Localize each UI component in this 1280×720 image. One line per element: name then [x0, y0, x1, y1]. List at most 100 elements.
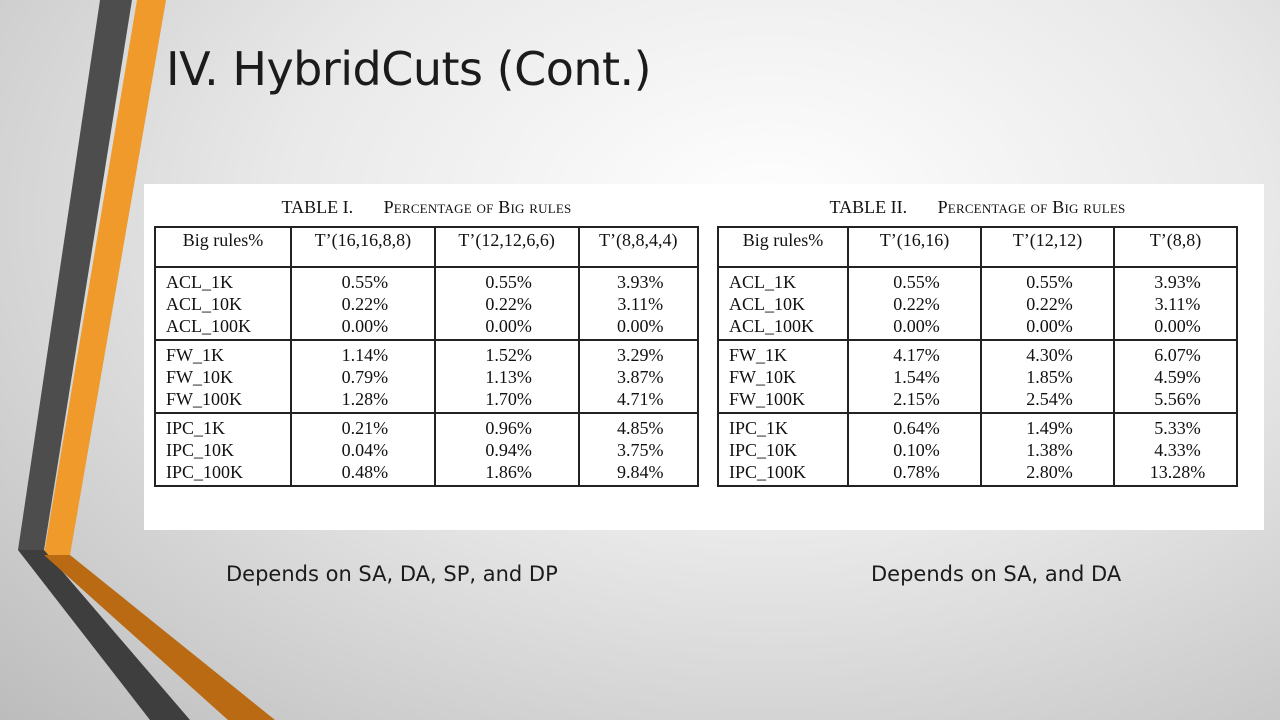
row-label: ACL_10K — [166, 294, 242, 314]
row-label: IPC_1K — [729, 418, 789, 438]
table-row-ipc: IPC_1K IPC_10K IPC_100K 0.64% 0.10% 0.78… — [717, 412, 1238, 487]
table-2-caption: TABLE II. Percentage of Big rules — [717, 192, 1238, 226]
tables-panel: TABLE I. Percentage of Big rules Big rul… — [144, 184, 1264, 530]
table-2-grid: Big rules% T’(16,16) T’(12,12) T’(8,8) A… — [717, 226, 1238, 487]
dark-orange-lower-stripe — [44, 555, 275, 720]
cell-value: 0.00% — [1026, 316, 1073, 336]
cell-value: 0.10% — [893, 440, 940, 460]
table-1-caption-text: Percentage of Big rules — [383, 197, 572, 217]
row-label: IPC_10K — [729, 440, 798, 460]
table-row-acl: ACL_1K ACL_10K ACL_100K 0.55% 0.22% 0.00… — [717, 266, 1238, 341]
cell-value: 0.48% — [341, 462, 389, 482]
column-header: T’(12,12,6,6) — [433, 226, 580, 268]
cell-value: 0.96% — [485, 418, 532, 438]
value-cell: 0.64% 0.10% 0.78% — [847, 412, 982, 487]
cell-value: 4.30% — [1026, 345, 1073, 365]
table-row-ipc: IPC_1K IPC_10K IPC_100K 0.21% 0.04% 0.48… — [154, 412, 700, 487]
charcoal-lower-stripe — [18, 550, 190, 720]
row-label: IPC_100K — [729, 462, 807, 482]
value-cell: 0.96% 0.94% 1.86% — [433, 412, 580, 487]
orange-stripe — [44, 0, 166, 555]
row-labels: ACL_1K ACL_10K ACL_100K — [717, 266, 849, 341]
table-1: TABLE I. Percentage of Big rules Big rul… — [154, 192, 700, 487]
value-cell: 1.49% 1.38% 2.80% — [980, 412, 1115, 487]
value-cell: 3.29% 3.87% 4.71% — [577, 339, 700, 414]
row-label: FW_1K — [729, 345, 787, 365]
row-label: IPC_100K — [166, 462, 244, 482]
row-label: ACL_100K — [729, 316, 814, 336]
slide-title: IV. HybridCuts (Cont.) — [166, 42, 652, 96]
cell-value: 0.64% — [893, 418, 940, 438]
value-cell: 0.21% 0.04% 0.48% — [290, 412, 436, 487]
table-1-caption: TABLE I. Percentage of Big rules — [154, 192, 699, 226]
cell-value: 3.87% — [617, 367, 664, 387]
value-cell: 0.55% 0.22% 0.00% — [290, 266, 436, 341]
cell-value: 1.38% — [1026, 440, 1073, 460]
cell-value: 1.52% — [485, 345, 532, 365]
value-cell: 1.14% 0.79% 1.28% — [290, 339, 436, 414]
table-row-acl: ACL_1K ACL_10K ACL_100K 0.55% 0.22% 0.00… — [154, 266, 700, 341]
cell-value: 1.85% — [1026, 367, 1073, 387]
table-2-caption-number: TABLE II. — [829, 197, 908, 217]
cell-value: 2.54% — [1026, 389, 1073, 409]
cell-value: 0.22% — [1026, 294, 1073, 314]
value-cell: 3.93% 3.11% 0.00% — [1113, 266, 1238, 341]
header-row: Big rules% T’(16,16,8,8) T’(12,12,6,6) T… — [154, 226, 700, 268]
row-label: ACL_1K — [166, 272, 233, 292]
cell-value: 0.00% — [1154, 316, 1201, 336]
table-1-grid: Big rules% T’(16,16,8,8) T’(12,12,6,6) T… — [154, 226, 700, 487]
row-label: IPC_1K — [166, 418, 226, 438]
column-header: Big rules% — [154, 226, 292, 268]
cell-value: 0.21% — [341, 418, 389, 438]
row-label: ACL_1K — [729, 272, 796, 292]
cell-value: 13.28% — [1149, 462, 1206, 482]
table-2: TABLE II. Percentage of Big rules Big ru… — [717, 192, 1238, 487]
cell-value: 0.04% — [341, 440, 389, 460]
table-1-note: Depends on SA, DA, SP, and DP — [226, 562, 558, 586]
cell-value: 5.56% — [1154, 389, 1201, 409]
cell-value: 3.29% — [617, 345, 664, 365]
cell-value: 3.93% — [617, 272, 664, 292]
cell-value: 0.55% — [485, 272, 532, 292]
cell-value: 4.71% — [617, 389, 664, 409]
cell-value: 4.85% — [617, 418, 664, 438]
table-1-caption-number: TABLE I. — [281, 197, 354, 217]
cell-value: 0.79% — [341, 367, 389, 387]
cell-value: 4.33% — [1154, 440, 1201, 460]
cell-value: 0.00% — [617, 316, 664, 336]
cell-value: 0.55% — [1026, 272, 1073, 292]
value-cell: 4.17% 1.54% 2.15% — [847, 339, 982, 414]
row-label: ACL_10K — [729, 294, 805, 314]
cell-value: 0.22% — [485, 294, 532, 314]
row-label: FW_10K — [166, 367, 233, 387]
column-header: T’(8,8,4,4) — [577, 226, 700, 268]
cell-value: 3.11% — [1154, 294, 1201, 314]
value-cell: 0.55% 0.22% 0.00% — [847, 266, 982, 341]
row-labels: ACL_1K ACL_10K ACL_100K — [154, 266, 292, 341]
column-header: T’(16,16,8,8) — [290, 226, 436, 268]
cell-value: 0.55% — [341, 272, 389, 292]
cell-value: 1.54% — [893, 367, 940, 387]
cell-value: 5.33% — [1154, 418, 1201, 438]
cell-value: 4.59% — [1154, 367, 1201, 387]
cell-value: 3.75% — [617, 440, 664, 460]
cell-value: 0.22% — [341, 294, 389, 314]
cell-value: 2.80% — [1026, 462, 1073, 482]
cell-value: 4.17% — [893, 345, 940, 365]
cell-value: 0.00% — [341, 316, 389, 336]
cell-value: 1.28% — [341, 389, 389, 409]
cell-value: 1.14% — [341, 345, 389, 365]
table-row-fw: FW_1K FW_10K FW_100K 1.14% 0.79% 1.28% 1… — [154, 339, 700, 414]
header-row: Big rules% T’(16,16) T’(12,12) T’(8,8) — [717, 226, 1238, 268]
column-header: T’(16,16) — [847, 226, 982, 268]
row-label: ACL_100K — [166, 316, 251, 336]
row-labels: IPC_1K IPC_10K IPC_100K — [154, 412, 292, 487]
cell-value: 9.84% — [617, 462, 664, 482]
column-header: T’(12,12) — [980, 226, 1115, 268]
cell-value: 2.15% — [893, 389, 940, 409]
table-row-fw: FW_1K FW_10K FW_100K 4.17% 1.54% 2.15% 4… — [717, 339, 1238, 414]
charcoal-stripe — [18, 0, 132, 550]
value-cell: 6.07% 4.59% 5.56% — [1113, 339, 1238, 414]
row-labels: FW_1K FW_10K FW_100K — [717, 339, 849, 414]
